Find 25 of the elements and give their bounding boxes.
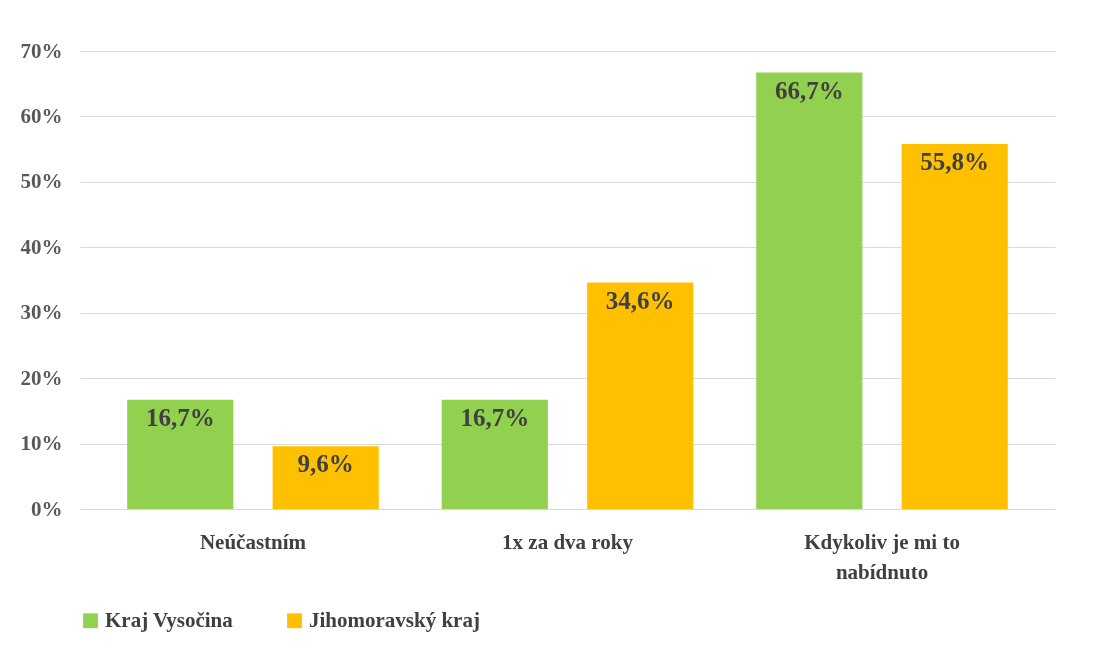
x-tick-label: 1x za dva roky [502, 529, 634, 554]
bar [901, 143, 1008, 509]
y-tick-label: 70% [20, 38, 63, 63]
bar [127, 399, 234, 509]
y-tick-label: 10% [20, 431, 63, 456]
data-label: 34,6% [605, 286, 675, 314]
data-label: 16,7% [145, 403, 215, 431]
y-tick-label: 50% [20, 169, 63, 194]
bar [756, 72, 863, 509]
y-tick-label: 0% [31, 496, 63, 521]
x-tick-label: Neúčastním [199, 529, 307, 554]
y-tick-label: 30% [20, 300, 63, 325]
data-label: 16,7% [460, 403, 530, 431]
legend-label: Jihomoravský kraj [309, 607, 480, 632]
y-tick-label: 60% [20, 103, 63, 128]
y-tick-label: 20% [20, 365, 63, 390]
y-tick-label: 40% [20, 234, 63, 259]
data-label: 66,7% [774, 76, 844, 104]
bar [272, 446, 379, 509]
bar [587, 282, 694, 509]
data-label: 55,8% [920, 147, 990, 175]
bar [441, 399, 548, 509]
legend-label: Kraj Vysočina [105, 607, 234, 632]
data-label: 9,6% [297, 450, 354, 478]
x-tick-label: Kdykoliv je mi to nabídnuto [804, 529, 960, 584]
